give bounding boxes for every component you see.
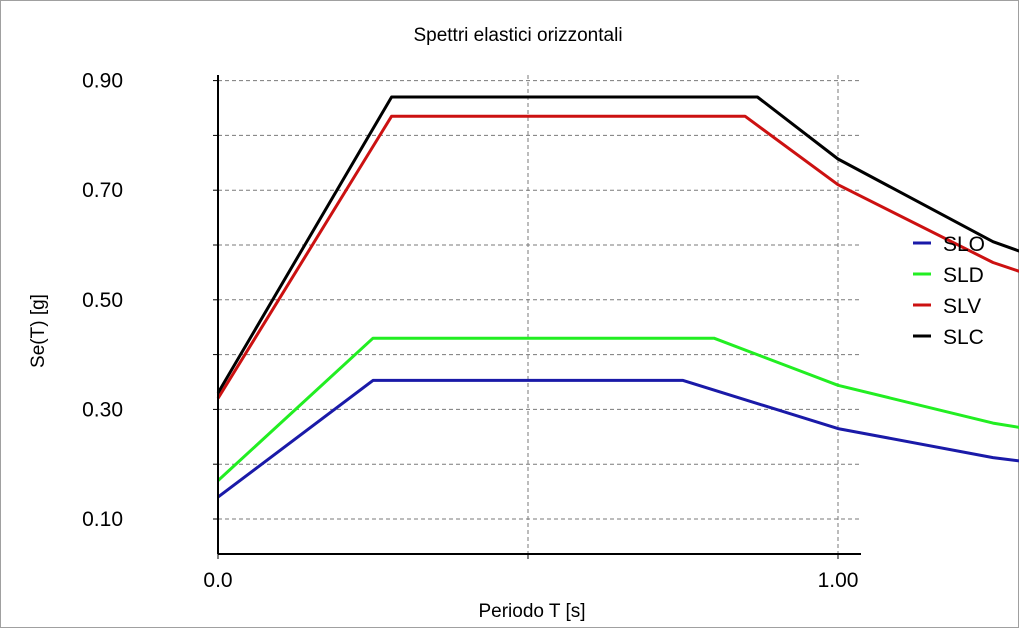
legend-item-slc: SLC xyxy=(913,326,984,349)
legend-label: SLO xyxy=(943,233,985,256)
axes xyxy=(217,75,861,555)
y-tick-label: 0.50 xyxy=(82,289,123,312)
x-tick-label: 0.0 xyxy=(203,569,232,592)
series-line-slo xyxy=(217,378,1019,499)
series-line-slv xyxy=(216,114,1019,400)
y-tick-label: 0.10 xyxy=(82,508,123,531)
grid xyxy=(218,75,861,554)
y-tick-label: 0.30 xyxy=(82,398,123,421)
x-axis-title: Periodo T [s] xyxy=(478,601,585,622)
tick-marks xyxy=(213,80,839,559)
series-line-sld xyxy=(216,336,1019,482)
legend-item-sld: SLD xyxy=(913,264,984,287)
legend-item-slo: SLO xyxy=(913,233,985,256)
tick-labels: 0.01.002.003.004.000.100.300.500.700.90 xyxy=(82,70,859,592)
series-lines xyxy=(216,95,1019,499)
legend-label: SLD xyxy=(943,264,984,287)
y-tick-label: 0.70 xyxy=(82,179,123,202)
chart-title: Spettri elastici orizzontali xyxy=(413,25,622,46)
legend-label: SLV xyxy=(943,295,981,318)
y-tick-label: 0.90 xyxy=(82,70,123,93)
legend-item-slv: SLV xyxy=(913,295,981,318)
legend: SLO SLD SLV SLC xyxy=(913,233,985,349)
x-tick-label: 1.00 xyxy=(818,569,859,592)
series-line-slc xyxy=(216,95,1019,394)
y-axis-title: Se(T) [g] xyxy=(28,294,49,368)
legend-label: SLC xyxy=(943,326,984,349)
